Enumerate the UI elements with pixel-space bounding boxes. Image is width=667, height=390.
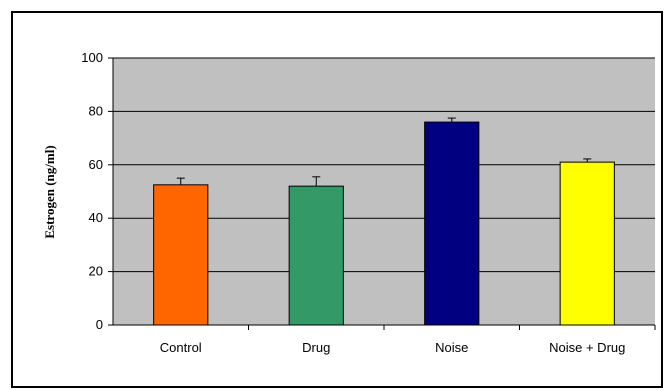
bar	[288, 185, 344, 326]
x-tick-label: Control	[160, 340, 202, 355]
x-tick-label: Noise	[435, 340, 468, 355]
x-tick-label: Drug	[302, 340, 330, 355]
y-tick-label: 60	[89, 157, 103, 172]
y-tick-label: 80	[89, 103, 103, 118]
x-tick-label: Noise + Drug	[549, 340, 625, 355]
bar	[153, 184, 209, 326]
y-tick-label: 20	[89, 264, 103, 279]
y-tick-label: 40	[89, 210, 103, 225]
y-axis-label: Estrogen (ng/ml)	[42, 145, 57, 238]
y-tick-label: 100	[81, 50, 103, 65]
bar	[424, 121, 480, 326]
y-tick-label: 0	[96, 317, 103, 332]
bar	[559, 161, 615, 326]
